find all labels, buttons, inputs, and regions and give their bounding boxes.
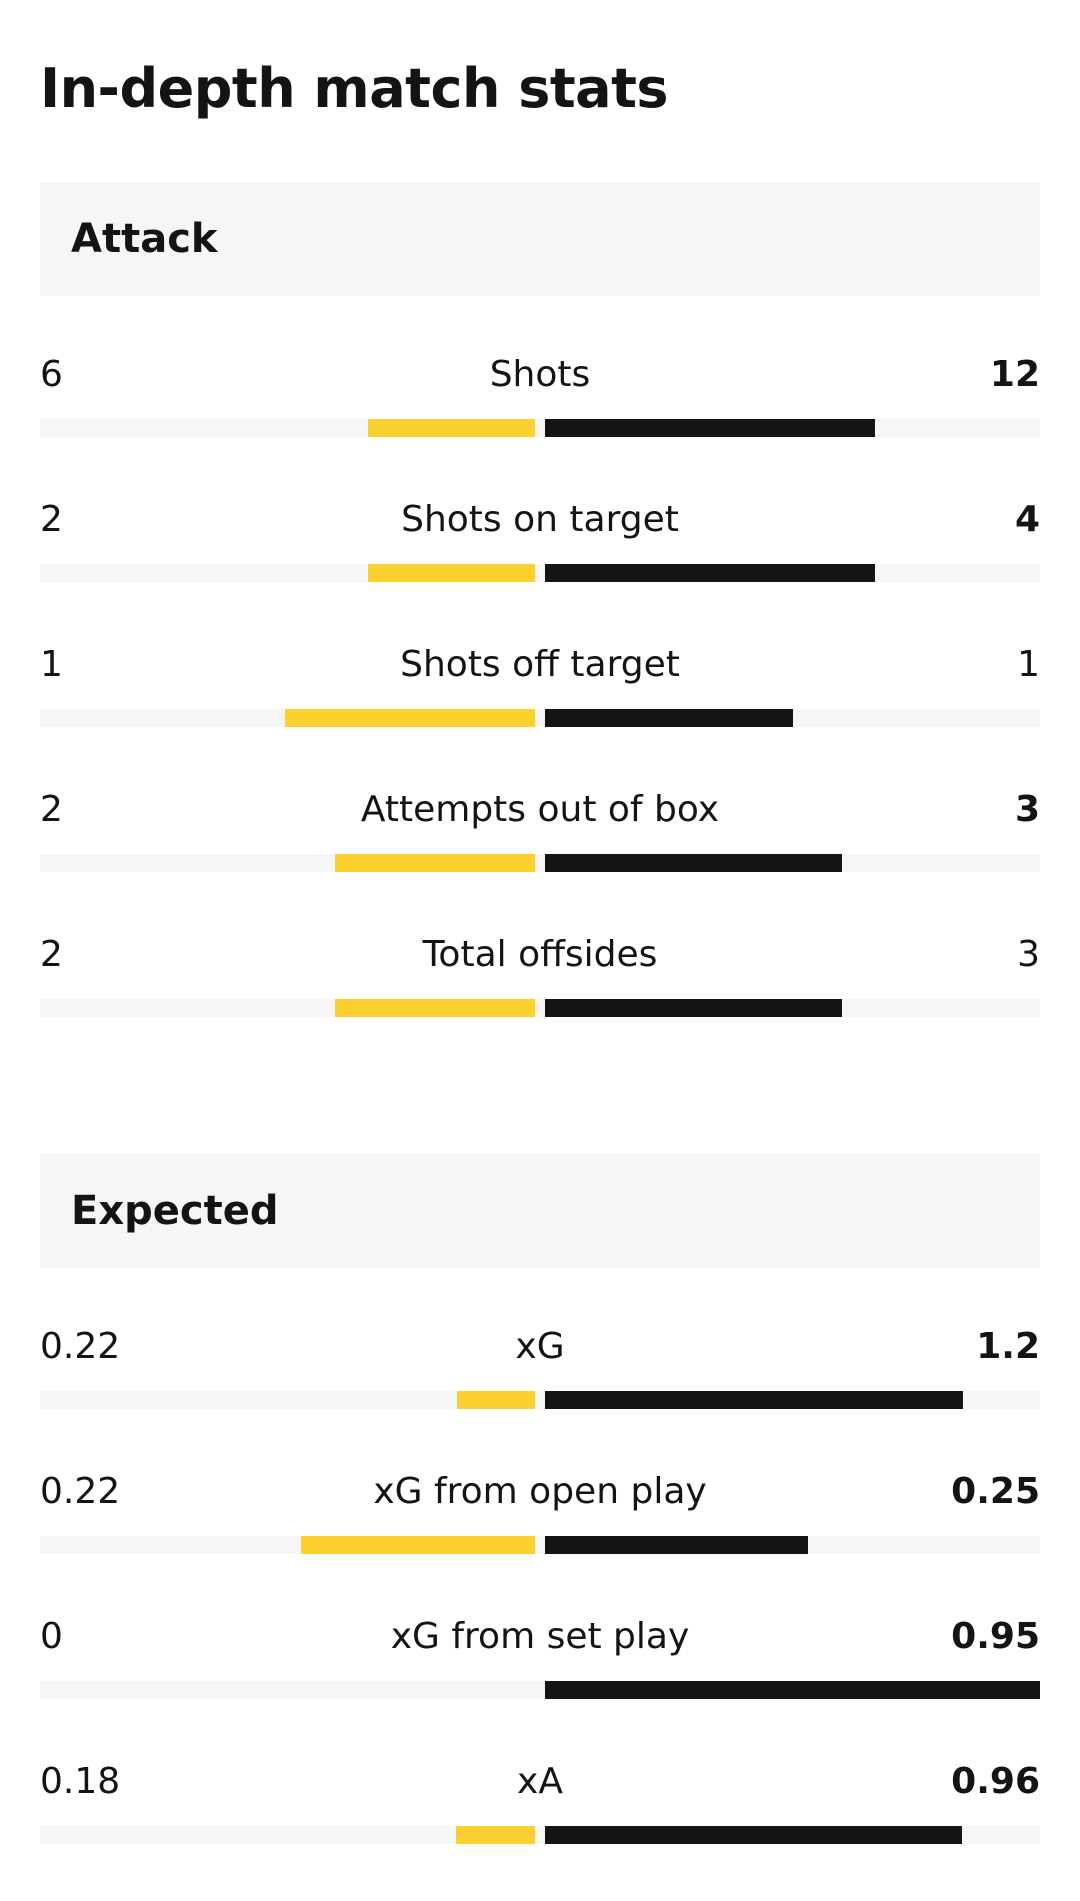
stat-away-value: 3 [1014,788,1040,830]
section-header: Attack [40,182,1040,296]
stat-home-value: 2 [40,498,63,540]
stat-away-value: 0.25 [951,1470,1040,1512]
stat-home-value: 2 [40,933,63,975]
stat-values: 2 Attempts out of box 3 [40,784,1040,834]
stat-away-value: 12 [989,353,1040,395]
stats-list: 6 Shots 12 2 Shots on target 4 1 Shots off targ… [40,296,1040,1074]
stat-row: 0 xG from set play 0.95 [40,1611,1040,1756]
stat-home-value: 2 [40,788,63,830]
stat-label: Shots on target [401,498,679,540]
stat-values: 2 Total offsides 3 [40,929,1040,979]
stat-bar-away [545,419,875,437]
stat-values: 0.18 xA 0.96 [40,1756,1040,1806]
stat-bar-home [301,1536,535,1554]
stat-label: xG from set play [390,1615,690,1657]
stat-bar-home [285,709,535,727]
stat-values: 0.22 xG from open play 0.25 [40,1466,1040,1516]
stat-bar-home [335,999,535,1017]
stat-bar-track [40,1826,1040,1844]
stat-row: 0.18 xA 0.96 [40,1756,1040,1901]
stat-away-value: 1.2 [976,1325,1040,1367]
stat-home-value: 1 [40,643,63,685]
stat-bar-away [545,999,842,1017]
stat-bar-track [40,709,1040,727]
stats-section-expected: Expected 0.22 xG 1.2 0.22 xG from open play 0.… [40,1154,1040,1901]
stat-bar-away [545,1536,808,1554]
stat-bar-track [40,419,1040,437]
stat-row: 0.22 xG from open play 0.25 [40,1466,1040,1611]
stat-bar-away [545,1681,1040,1699]
stat-row: 1 Shots off target 1 [40,639,1040,784]
stat-bar-away [545,854,842,872]
stat-values: 0.22 xG 1.2 [40,1321,1040,1371]
stat-home-value: 0.18 [40,1760,121,1802]
stat-bar-away [545,709,793,727]
stat-row: 2 Attempts out of box 3 [40,784,1040,929]
stat-row: 2 Total offsides 3 [40,929,1040,1074]
stat-bar-home [457,1391,535,1409]
stat-bar-track [40,564,1040,582]
stat-bar-track [40,854,1040,872]
stat-row: 0.22 xG 1.2 [40,1321,1040,1466]
stat-values: 1 Shots off target 1 [40,639,1040,689]
stat-bar-home [368,419,535,437]
stat-row: 6 Shots 12 [40,349,1040,494]
stat-home-value: 0.22 [40,1470,121,1512]
page-title: In-depth match stats [40,57,669,120]
stat-label: xG [515,1325,565,1367]
stat-away-value: 4 [1014,498,1040,540]
stat-bar-home [368,564,535,582]
stat-bar-track [40,1391,1040,1409]
stat-home-value: 0.22 [40,1325,121,1367]
stat-away-value: 3 [1017,933,1040,975]
stat-label: Attempts out of box [360,788,720,830]
stat-values: 0 xG from set play 0.95 [40,1611,1040,1661]
stat-bar-away [545,1391,963,1409]
stat-away-value: 1 [1017,643,1040,685]
stat-label: Shots off target [400,643,680,685]
stat-bar-home [456,1826,535,1844]
sections-container: Attack 6 Shots 12 2 Shots on target 4 1 Shots of… [40,182,1040,1901]
stat-bar-track [40,999,1040,1017]
stat-bar-away [545,564,875,582]
stat-bar-track [40,1536,1040,1554]
stat-label: Total offsides [422,933,658,975]
stats-list: 0.22 xG 1.2 0.22 xG from open play 0.25 0 xG fr… [40,1268,1040,1901]
stat-values: 2 Shots on target 4 [40,494,1040,544]
stat-home-value: 6 [40,353,63,395]
stat-away-value: 0.95 [951,1615,1040,1657]
stat-bar-away [545,1826,962,1844]
section-header: Expected [40,1154,1040,1268]
stat-values: 6 Shots 12 [40,349,1040,399]
stat-away-value: 0.96 [951,1760,1040,1802]
match-stats-page: In-depth match stats Attack 6 Shots 12 2 Shot… [40,57,1040,1844]
stats-section-attack: Attack 6 Shots 12 2 Shots on target 4 1 Shots of… [40,182,1040,1074]
stat-label: Shots [489,353,591,395]
stat-bar-home [335,854,535,872]
stat-home-value: 0 [40,1615,63,1657]
stat-label: xG from open play [373,1470,707,1512]
stat-row: 2 Shots on target 4 [40,494,1040,639]
stat-bar-track [40,1681,1040,1699]
stat-label: xA [517,1760,563,1802]
